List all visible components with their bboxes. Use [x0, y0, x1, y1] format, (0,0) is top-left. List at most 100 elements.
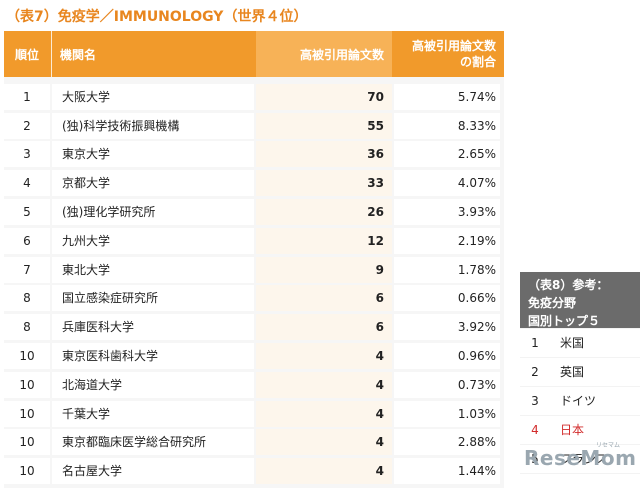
institution-cell: (独)科学技術振興機構 [52, 112, 254, 139]
ranking-table: 順位 機関名 高被引用論文数 高被引用論文数の割合 1 大阪大学 70 5.74% 2… [4, 31, 504, 488]
ratio-cell: 1.44% [394, 458, 500, 485]
rank-cell: 10 [4, 400, 50, 427]
count-cell: 6 [256, 314, 392, 341]
table-header: 順位 機関名 高被引用論文数 高被引用論文数の割合 [4, 31, 504, 77]
institution-cell: (独)理化学研究所 [52, 198, 254, 225]
rank-cell: 4 [4, 170, 50, 197]
country-name: ドイツ [560, 394, 597, 408]
country-row: 3 ドイツ [520, 387, 640, 415]
table-row: 10 東京医科歯科大学 4 0.96% [4, 342, 504, 371]
resemom-logo: ReseMom [524, 446, 637, 470]
rank-cell: 1 [4, 83, 50, 110]
institution-cell: 京都大学 [52, 170, 254, 197]
header-divider [51, 31, 52, 77]
count-cell: 4 [256, 429, 392, 456]
rank-cell: 10 [4, 429, 50, 456]
institution-cell: 国立感染症研究所 [52, 285, 254, 312]
ratio-cell: 1.78% [394, 256, 500, 283]
table-row: 8 兵庫医科大学 6 3.92% [4, 314, 504, 342]
country-ranking-table: （表8）参考： 免疫分野 国別トップ５ 1 米国 2 英国 3 ドイツ 4 日本 5 フラ… [520, 272, 640, 474]
header-ratio-line1: 高被引用論文数 [411, 39, 496, 53]
side-header-line3: 国別トップ５ [528, 314, 601, 328]
rank-cell: 10 [4, 342, 50, 369]
count-cell: 4 [256, 458, 392, 485]
rank-cell: 6 [4, 227, 50, 254]
country-row: 2 英国 [520, 358, 640, 386]
institution-cell: 東京都臨床医学総合研究所 [52, 429, 254, 456]
country-row-japan: 4 日本 [520, 416, 640, 444]
count-cell: 4 [256, 371, 392, 398]
institution-cell: 九州大学 [52, 227, 254, 254]
table-row: 5 (独)理化学研究所 26 3.93% [4, 198, 504, 227]
country-rank: 1 [531, 336, 539, 350]
ratio-cell: 2.19% [394, 227, 500, 254]
count-cell: 33 [256, 170, 392, 197]
country-rank: 2 [531, 365, 539, 379]
ratio-cell: 3.93% [394, 198, 500, 225]
table-row: 4 京都大学 33 4.07% [4, 170, 504, 198]
institution-cell: 兵庫医科大学 [52, 314, 254, 341]
rank-cell: 8 [4, 285, 50, 312]
table-body: 1 大阪大学 70 5.74% 2 (独)科学技術振興機構 55 8.33% 3 東京大学 36… [4, 77, 504, 488]
count-cell: 9 [256, 256, 392, 283]
country-rank: 3 [531, 394, 539, 408]
count-cell: 4 [256, 342, 392, 369]
count-cell: 55 [256, 112, 392, 139]
rank-cell: 2 [4, 112, 50, 139]
country-name: 日本 [560, 423, 585, 437]
count-cell: 36 [256, 141, 392, 168]
institution-cell: 北海道大学 [52, 371, 254, 398]
ratio-cell: 0.73% [394, 371, 500, 398]
rank-cell: 10 [4, 371, 50, 398]
ratio-cell: 1.03% [394, 400, 500, 427]
side-header-line1: （表8）参考： [528, 278, 609, 292]
country-rank: 5 [531, 452, 539, 466]
institution-cell: 東京大学 [52, 141, 254, 168]
institution-cell: 大阪大学 [52, 83, 254, 110]
institution-cell: 東北大学 [52, 256, 254, 283]
header-ratio: 高被引用論文数の割合 [394, 31, 504, 77]
header-count: 高被引用論文数 [256, 31, 392, 77]
ratio-cell: 8.33% [394, 112, 500, 139]
header-ratio-line2: の割合 [459, 55, 496, 69]
ratio-cell: 0.66% [394, 285, 500, 312]
header-institution: 機関名 [60, 47, 97, 62]
table-row: 3 東京大学 36 2.65% [4, 141, 504, 169]
ratio-cell: 0.96% [394, 342, 500, 369]
count-cell: 4 [256, 400, 392, 427]
country-name: 英国 [560, 365, 585, 379]
table-row: 10 北海道大学 4 0.73% [4, 371, 504, 400]
table-row: 7 東北大学 9 1.78% [4, 256, 504, 285]
side-table-header: （表8）参考： 免疫分野 国別トップ５ [520, 272, 640, 328]
rank-cell: 3 [4, 141, 50, 168]
country-row: 1 米国 [520, 329, 640, 357]
institution-cell: 名古屋大学 [52, 458, 254, 485]
table-row: 8 国立感染症研究所 6 0.66% [4, 285, 504, 313]
count-cell: 12 [256, 227, 392, 254]
table-row: 6 九州大学 12 2.19% [4, 227, 504, 256]
institution-cell: 東京医科歯科大学 [52, 342, 254, 369]
count-cell: 70 [256, 83, 392, 110]
table-row: 1 大阪大学 70 5.74% [4, 83, 504, 112]
count-cell: 6 [256, 285, 392, 312]
header-rank: 順位 [14, 47, 39, 62]
rank-cell: 10 [4, 458, 50, 485]
ratio-cell: 3.92% [394, 314, 500, 341]
ratio-cell: 4.07% [394, 170, 500, 197]
rank-cell: 8 [4, 314, 50, 341]
ratio-cell: 2.88% [394, 429, 500, 456]
country-row: 5 フランス [520, 445, 640, 473]
rank-cell: 5 [4, 198, 50, 225]
table-row: 2 (独)科学技術振興機構 55 8.33% [4, 112, 504, 141]
institution-cell: 千葉大学 [52, 400, 254, 427]
side-header-line2: 免疫分野 [528, 296, 577, 310]
ratio-cell: 2.65% [394, 141, 500, 168]
logo-subtext: リセマム [596, 442, 621, 449]
country-name: 米国 [560, 336, 585, 350]
rank-cell: 7 [4, 256, 50, 283]
table-row: 10 千葉大学 4 1.03% [4, 400, 504, 429]
country-name: フランス [560, 452, 608, 466]
country-rank: 4 [531, 423, 539, 437]
ratio-cell: 5.74% [394, 83, 500, 110]
count-cell: 26 [256, 198, 392, 225]
